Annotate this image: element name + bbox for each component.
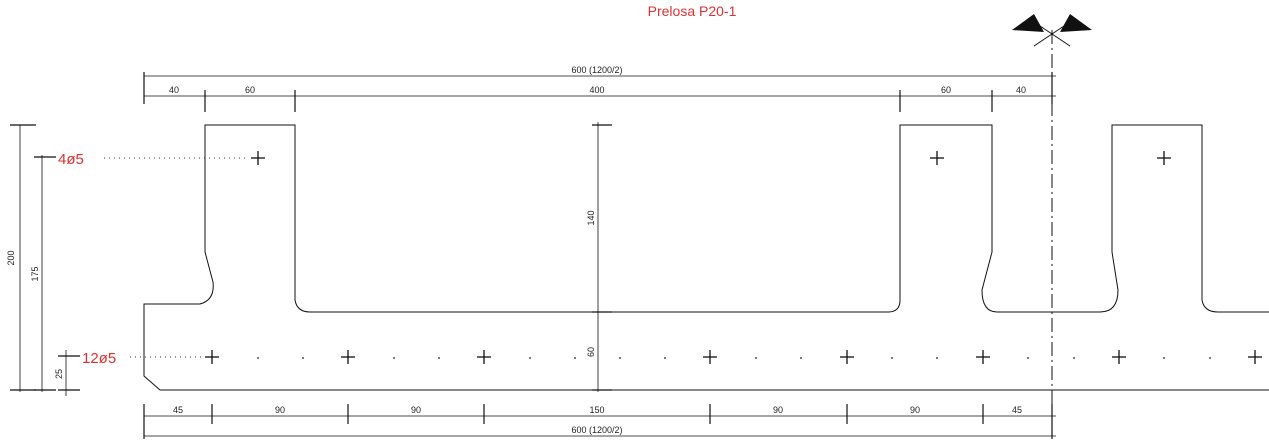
bottom-dim-6: 90 (910, 405, 920, 415)
cross-icon (930, 151, 944, 165)
top-dim-5: 40 (1016, 85, 1026, 95)
cross-icon (251, 151, 265, 165)
cross-icon (341, 350, 355, 364)
rebar-bottom-markers (205, 350, 1262, 364)
center-dim-slab: 60 (586, 347, 596, 357)
bottom-dim-4: 150 (589, 405, 604, 415)
cross-icon (205, 350, 219, 364)
cross-icon (840, 350, 854, 364)
bottom-dim-5: 90 (773, 405, 783, 415)
center-dimension (592, 122, 612, 392)
cross-icon (477, 350, 491, 364)
cross-icon (1248, 350, 1262, 364)
top-dim-1: 40 (169, 85, 179, 95)
cross-icon (703, 350, 717, 364)
top-dimensions (143, 72, 1056, 112)
bottom-overall-dim: 600 (1200/2) (571, 425, 622, 435)
double-flag-icon (1012, 14, 1092, 47)
bottom-dim-1: 45 (173, 405, 183, 415)
rebar-bottom-label: 12ø5 (82, 350, 116, 367)
rebar-top-markers (251, 151, 1171, 165)
cross-icon (1157, 151, 1171, 165)
left-dim-total: 200 (6, 250, 16, 265)
left-dimensions (10, 124, 80, 396)
bottom-dim-7: 45 (1012, 405, 1022, 415)
drawing-title: Prelosa P20-1 (648, 3, 737, 19)
top-dim-4: 60 (941, 85, 951, 95)
bottom-dim-2: 90 (275, 405, 285, 415)
bottom-dim-3: 90 (411, 405, 421, 415)
top-dim-3: 400 (589, 85, 604, 95)
cross-icon (976, 350, 990, 364)
top-overall-dim: 600 (1200/2) (571, 65, 622, 75)
section-outline (143, 124, 1269, 391)
cross-icon (1112, 350, 1126, 364)
rebar-distribution-dots (257, 357, 1211, 359)
bottom-dimensions (143, 404, 1056, 439)
center-dim-rib: 140 (586, 210, 596, 225)
left-dim-upper: 175 (30, 266, 40, 281)
left-dim-lower: 25 (54, 369, 64, 379)
top-dim-2: 60 (245, 85, 255, 95)
rebar-top-label: 4ø5 (58, 151, 84, 168)
